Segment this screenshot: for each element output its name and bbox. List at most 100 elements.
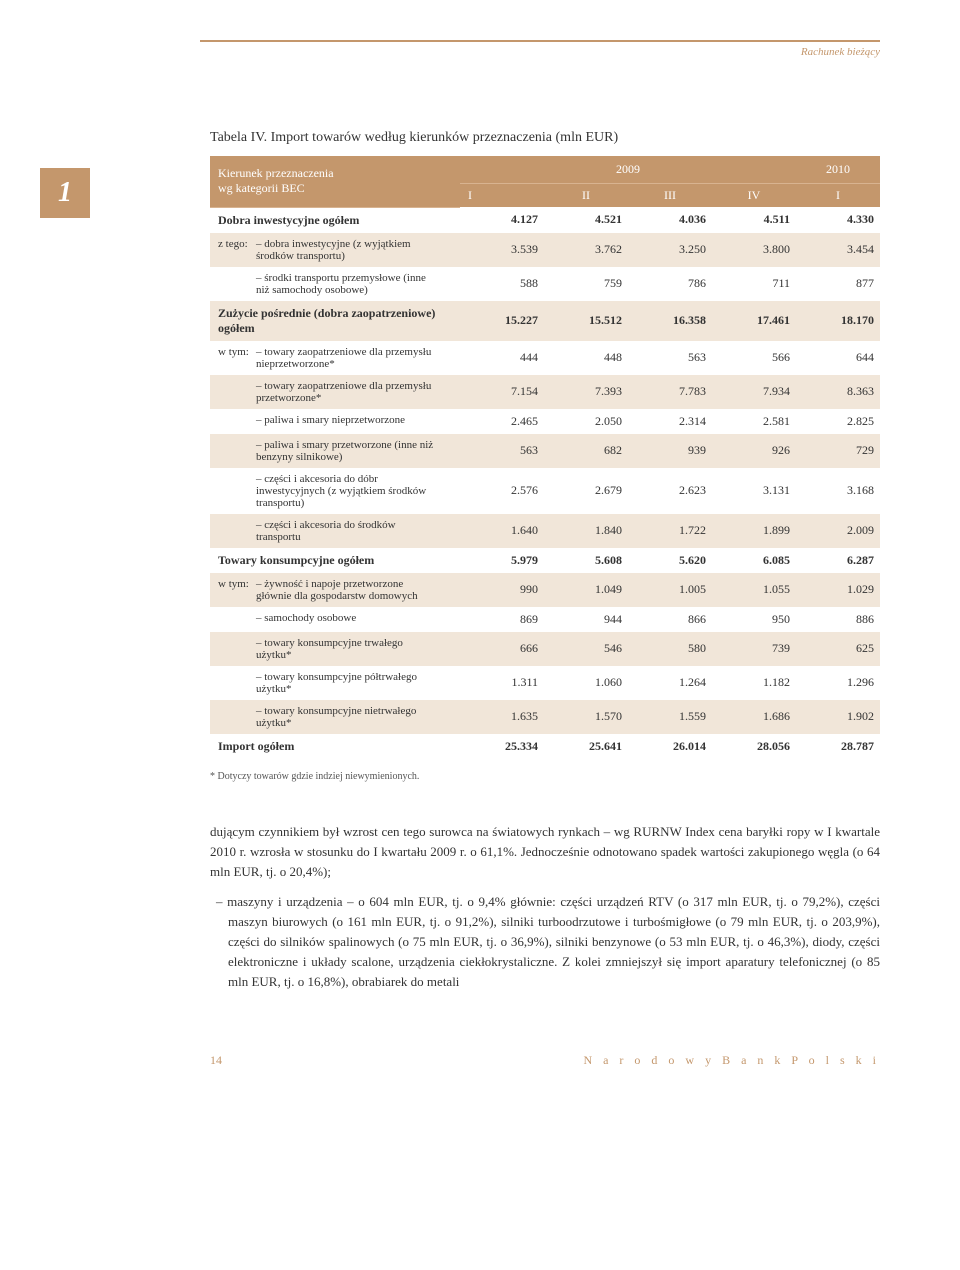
cell-value: 5.620	[628, 548, 712, 573]
cell-value: 729	[796, 434, 880, 468]
cell-value: 444	[460, 341, 544, 375]
cell-value: 1.296	[796, 666, 880, 700]
cell-value: 566	[712, 341, 796, 375]
cell-value: 448	[544, 341, 628, 375]
cell-value: 2.581	[712, 409, 796, 434]
cell-value: 950	[712, 607, 796, 632]
cell-value: 3.454	[796, 233, 880, 267]
cell-value: 3.250	[628, 233, 712, 267]
col-I: I	[460, 184, 544, 208]
table-row: – towary konsumpcyjne nietrwałego użytku…	[210, 700, 880, 734]
col-IV: IV	[712, 184, 796, 208]
cell-value: 1.902	[796, 700, 880, 734]
row-sublabel: – części i akcesoria do dóbr inwestycyjn…	[256, 473, 436, 509]
cell-value: 3.539	[460, 233, 544, 267]
head-left-line1: Kierunek przeznaczenia	[218, 166, 334, 180]
cell-value: 926	[712, 434, 796, 468]
cell-value: 588	[460, 267, 544, 301]
section-number-box: 1	[40, 168, 90, 218]
row-prefix: w tym:	[218, 578, 256, 590]
cell-value: 1.055	[712, 573, 796, 607]
table-row: – części i akcesoria do środków transpor…	[210, 514, 880, 548]
cell-value: 1.570	[544, 700, 628, 734]
row-label: – paliwa i smary nieprzetworzone	[210, 409, 460, 434]
row-label: – towary konsumpcyjne nietrwałego użytku…	[210, 700, 460, 734]
row-label: – towary zaopatrzeniowe dla przemysłu pr…	[210, 375, 460, 409]
cell-value: 563	[460, 434, 544, 468]
cell-value: 2.679	[544, 468, 628, 514]
row-label: z tego:– dobra inwestycyjne (z wyjątkiem…	[210, 233, 460, 267]
cell-value: 3.131	[712, 468, 796, 514]
cell-value: 4.127	[460, 207, 544, 233]
row-sublabel: – samochody osobowe	[256, 612, 436, 624]
col-II: II	[544, 184, 628, 208]
cell-value: 18.170	[796, 301, 880, 341]
row-label: Dobra inwestycyjne ogółem	[210, 207, 460, 233]
row-label: – części i akcesoria do dóbr inwestycyjn…	[210, 468, 460, 514]
cell-value: 28.787	[796, 734, 880, 759]
cell-value: 3.800	[712, 233, 796, 267]
cell-value: 28.056	[712, 734, 796, 759]
row-sublabel: – towary konsumpcyjne nietrwałego użytku…	[256, 705, 436, 729]
cell-value: 1.686	[712, 700, 796, 734]
cell-value: 4.036	[628, 207, 712, 233]
cell-value: 1.559	[628, 700, 712, 734]
cell-value: 944	[544, 607, 628, 632]
head-2009: 2009	[460, 156, 796, 184]
cell-value: 7.783	[628, 375, 712, 409]
cell-value: 682	[544, 434, 628, 468]
cell-value: 625	[796, 632, 880, 666]
row-label: – samochody osobowe	[210, 607, 460, 632]
cell-value: 1.182	[712, 666, 796, 700]
cell-value: 869	[460, 607, 544, 632]
cell-value: 4.521	[544, 207, 628, 233]
table-row: – paliwa i smary nieprzetworzone2.4652.0…	[210, 409, 880, 434]
table-row: Zużycie pośrednie (dobra zaopatrzeniowe)…	[210, 301, 880, 341]
cell-value: 786	[628, 267, 712, 301]
running-header-label: Rachunek bieżący	[801, 46, 880, 58]
table-row: z tego:– dobra inwestycyjne (z wyjątkiem…	[210, 233, 880, 267]
row-label: – środki transportu przemysłowe (inne ni…	[210, 267, 460, 301]
table-row: – paliwa i smary przetworzone (inne niż …	[210, 434, 880, 468]
row-prefix: w tym:	[218, 346, 256, 358]
cell-value: 1.722	[628, 514, 712, 548]
row-label: – paliwa i smary przetworzone (inne niż …	[210, 434, 460, 468]
cell-value: 7.393	[544, 375, 628, 409]
cell-value: 5.608	[544, 548, 628, 573]
cell-value: 759	[544, 267, 628, 301]
cell-value: 2.576	[460, 468, 544, 514]
cell-value: 2.009	[796, 514, 880, 548]
cell-value: 2.050	[544, 409, 628, 434]
row-label: – towary konsumpcyjne półtrwałego użytku…	[210, 666, 460, 700]
cell-value: 3.762	[544, 233, 628, 267]
table-row: – towary konsumpcyjne półtrwałego użytku…	[210, 666, 880, 700]
table-row: Dobra inwestycyjne ogółem4.1274.5214.036…	[210, 207, 880, 233]
row-sublabel: – żywność i napoje przetworzone głównie …	[256, 578, 436, 602]
cell-value: 1.635	[460, 700, 544, 734]
cell-value: 8.363	[796, 375, 880, 409]
table-row: – części i akcesoria do dóbr inwestycyjn…	[210, 468, 880, 514]
footer-bank: N a r o d o w y B a n k P o l s k i	[583, 1053, 880, 1068]
row-label: Zużycie pośrednie (dobra zaopatrzeniowe)…	[210, 301, 460, 341]
table-row: – towary konsumpcyjne trwałego użytku*66…	[210, 632, 880, 666]
body-text: dującym czynnikiem był wzrost cen tego s…	[210, 822, 880, 993]
table-row: w tym:– towary zaopatrzeniowe dla przemy…	[210, 341, 880, 375]
cell-value: 546	[544, 632, 628, 666]
running-header: Rachunek bieżący	[80, 40, 880, 70]
cell-value: 15.512	[544, 301, 628, 341]
paragraph-1-text: dującym czynnikiem był wzrost cen tego s…	[210, 824, 880, 879]
section-number: 1	[58, 177, 72, 209]
cell-value: 877	[796, 267, 880, 301]
paragraph-2: – maszyny i urządzenia – o 604 mln EUR, …	[210, 892, 880, 993]
cell-value: 563	[628, 341, 712, 375]
row-label: – części i akcesoria do środków transpor…	[210, 514, 460, 548]
cell-value: 7.154	[460, 375, 544, 409]
cell-value: 1.264	[628, 666, 712, 700]
cell-value: 2.825	[796, 409, 880, 434]
cell-value: 580	[628, 632, 712, 666]
cell-value: 1.640	[460, 514, 544, 548]
cell-value: 939	[628, 434, 712, 468]
cell-value: 15.227	[460, 301, 544, 341]
row-sublabel: – towary zaopatrzeniowe dla przemysłu pr…	[256, 380, 436, 404]
table-row: w tym:– żywność i napoje przetworzone gł…	[210, 573, 880, 607]
